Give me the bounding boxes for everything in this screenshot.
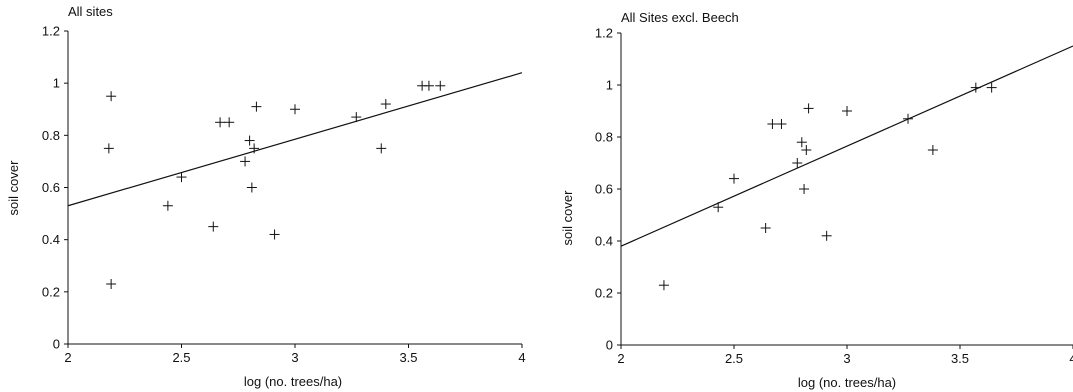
- data-point-plus-marker: [176, 172, 187, 183]
- y-tick-label: 0.8: [595, 130, 613, 145]
- y-tick-label: 0.4: [595, 234, 613, 249]
- data-point-plus-marker: [842, 106, 852, 116]
- data-point-plus-marker: [801, 145, 812, 155]
- data-point-plus-marker: [821, 230, 832, 241]
- x-tick-label: 2: [64, 350, 71, 365]
- data-point-plus-marker: [103, 143, 114, 154]
- data-point-plus-marker: [729, 173, 739, 184]
- x-axis-title: log (no. trees/ha): [798, 375, 896, 390]
- y-tick-label: 0.6: [595, 182, 613, 197]
- data-point-plus-marker: [713, 202, 724, 213]
- y-tick-label: 1.2: [42, 24, 60, 39]
- data-point-plus-marker: [269, 229, 280, 240]
- data-point-plus-marker: [162, 200, 173, 211]
- y-tick-label: 1: [53, 76, 60, 91]
- data-point-plus-marker: [215, 117, 226, 128]
- data-point-plus-marker: [351, 112, 362, 123]
- data-point-plus-marker: [423, 80, 434, 91]
- chart-title: All Sites excl. Beech: [621, 10, 739, 25]
- data-point-plus-marker: [799, 184, 810, 194]
- regression-line: [67, 72, 523, 207]
- data-point-plus-marker: [760, 223, 771, 233]
- y-tick-label: 0.8: [42, 128, 60, 143]
- data-point-plus-marker: [927, 145, 938, 155]
- x-tick-label: 4: [1069, 351, 1073, 366]
- regression-line: [620, 45, 1073, 247]
- data-point-plus-marker: [435, 80, 446, 91]
- data-point-plus-marker: [106, 91, 117, 102]
- x-tick-label: 2.5: [172, 350, 190, 365]
- data-point-plus-marker: [208, 221, 219, 232]
- y-tick-label: 0: [606, 338, 613, 353]
- y-tick-label: 0.4: [42, 232, 60, 247]
- x-tick-label: 3.5: [951, 351, 969, 366]
- x-tick-label: 4: [518, 350, 525, 365]
- data-point-plus-marker: [376, 143, 387, 154]
- y-axis-title: soil cover: [6, 160, 21, 216]
- y-tick-label: 1.2: [595, 26, 613, 41]
- data-point-plus-marker: [658, 280, 669, 291]
- data-point-plus-marker: [380, 99, 391, 110]
- scatter-chart-all-sites: All sites log (no. trees/ha) soil cover …: [6, 4, 526, 389]
- data-point-plus-marker: [244, 135, 255, 146]
- x-axis-title: log (no. trees/ha): [244, 374, 342, 389]
- y-tick-label: 1: [606, 78, 613, 93]
- data-point-plus-marker: [251, 101, 262, 112]
- chart-title: All sites: [68, 4, 113, 19]
- data-point-plus-marker: [986, 82, 997, 93]
- x-tick-label: 2.5: [725, 351, 743, 366]
- data-point-plus-marker: [796, 137, 807, 148]
- x-tick-label: 3: [291, 350, 298, 365]
- data-point-plus-marker: [776, 119, 787, 129]
- scatter-chart-excl-beech: All Sites excl. Beech log (no. trees/ha)…: [560, 10, 1073, 390]
- data-point-plus-marker: [224, 117, 235, 128]
- data-point-plus-marker: [803, 103, 814, 114]
- data-point-plus-marker: [106, 279, 117, 290]
- x-tick-label: 3: [843, 351, 850, 366]
- data-point-plus-marker: [767, 119, 778, 129]
- y-axis-title: soil cover: [560, 190, 575, 246]
- data-point-plus-marker: [246, 182, 257, 193]
- y-tick-label: 0.2: [595, 286, 613, 301]
- y-tick-label: 0: [53, 337, 60, 352]
- y-tick-label: 0.2: [42, 284, 60, 299]
- data-point-plus-marker: [290, 104, 300, 115]
- y-tick-label: 0.6: [42, 180, 60, 195]
- x-tick-label: 2: [617, 351, 624, 366]
- data-point-plus-marker: [792, 158, 803, 168]
- x-tick-label: 3.5: [399, 350, 417, 365]
- data-point-plus-marker: [240, 156, 251, 167]
